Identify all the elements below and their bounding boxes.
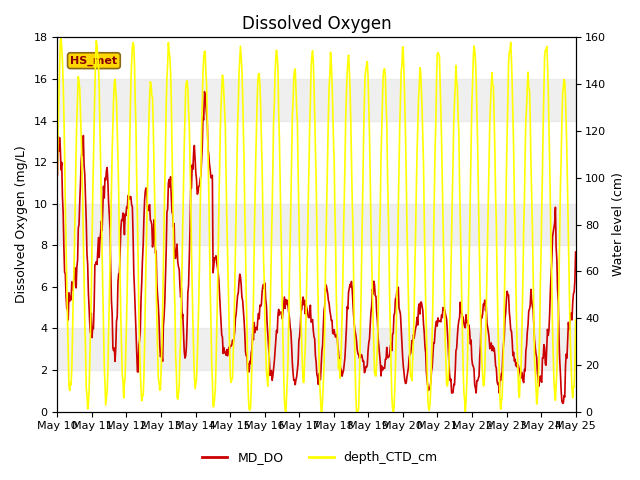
Legend: MD_DO, depth_CTD_cm: MD_DO, depth_CTD_cm <box>197 446 443 469</box>
Y-axis label: Dissolved Oxygen (mg/L): Dissolved Oxygen (mg/L) <box>15 145 28 303</box>
Bar <box>58 328 575 370</box>
Text: HS_met: HS_met <box>70 56 118 66</box>
Bar <box>58 204 575 245</box>
Title: Dissolved Oxygen: Dissolved Oxygen <box>242 15 391 33</box>
Bar <box>58 79 575 120</box>
Y-axis label: Water level (cm): Water level (cm) <box>612 173 625 276</box>
